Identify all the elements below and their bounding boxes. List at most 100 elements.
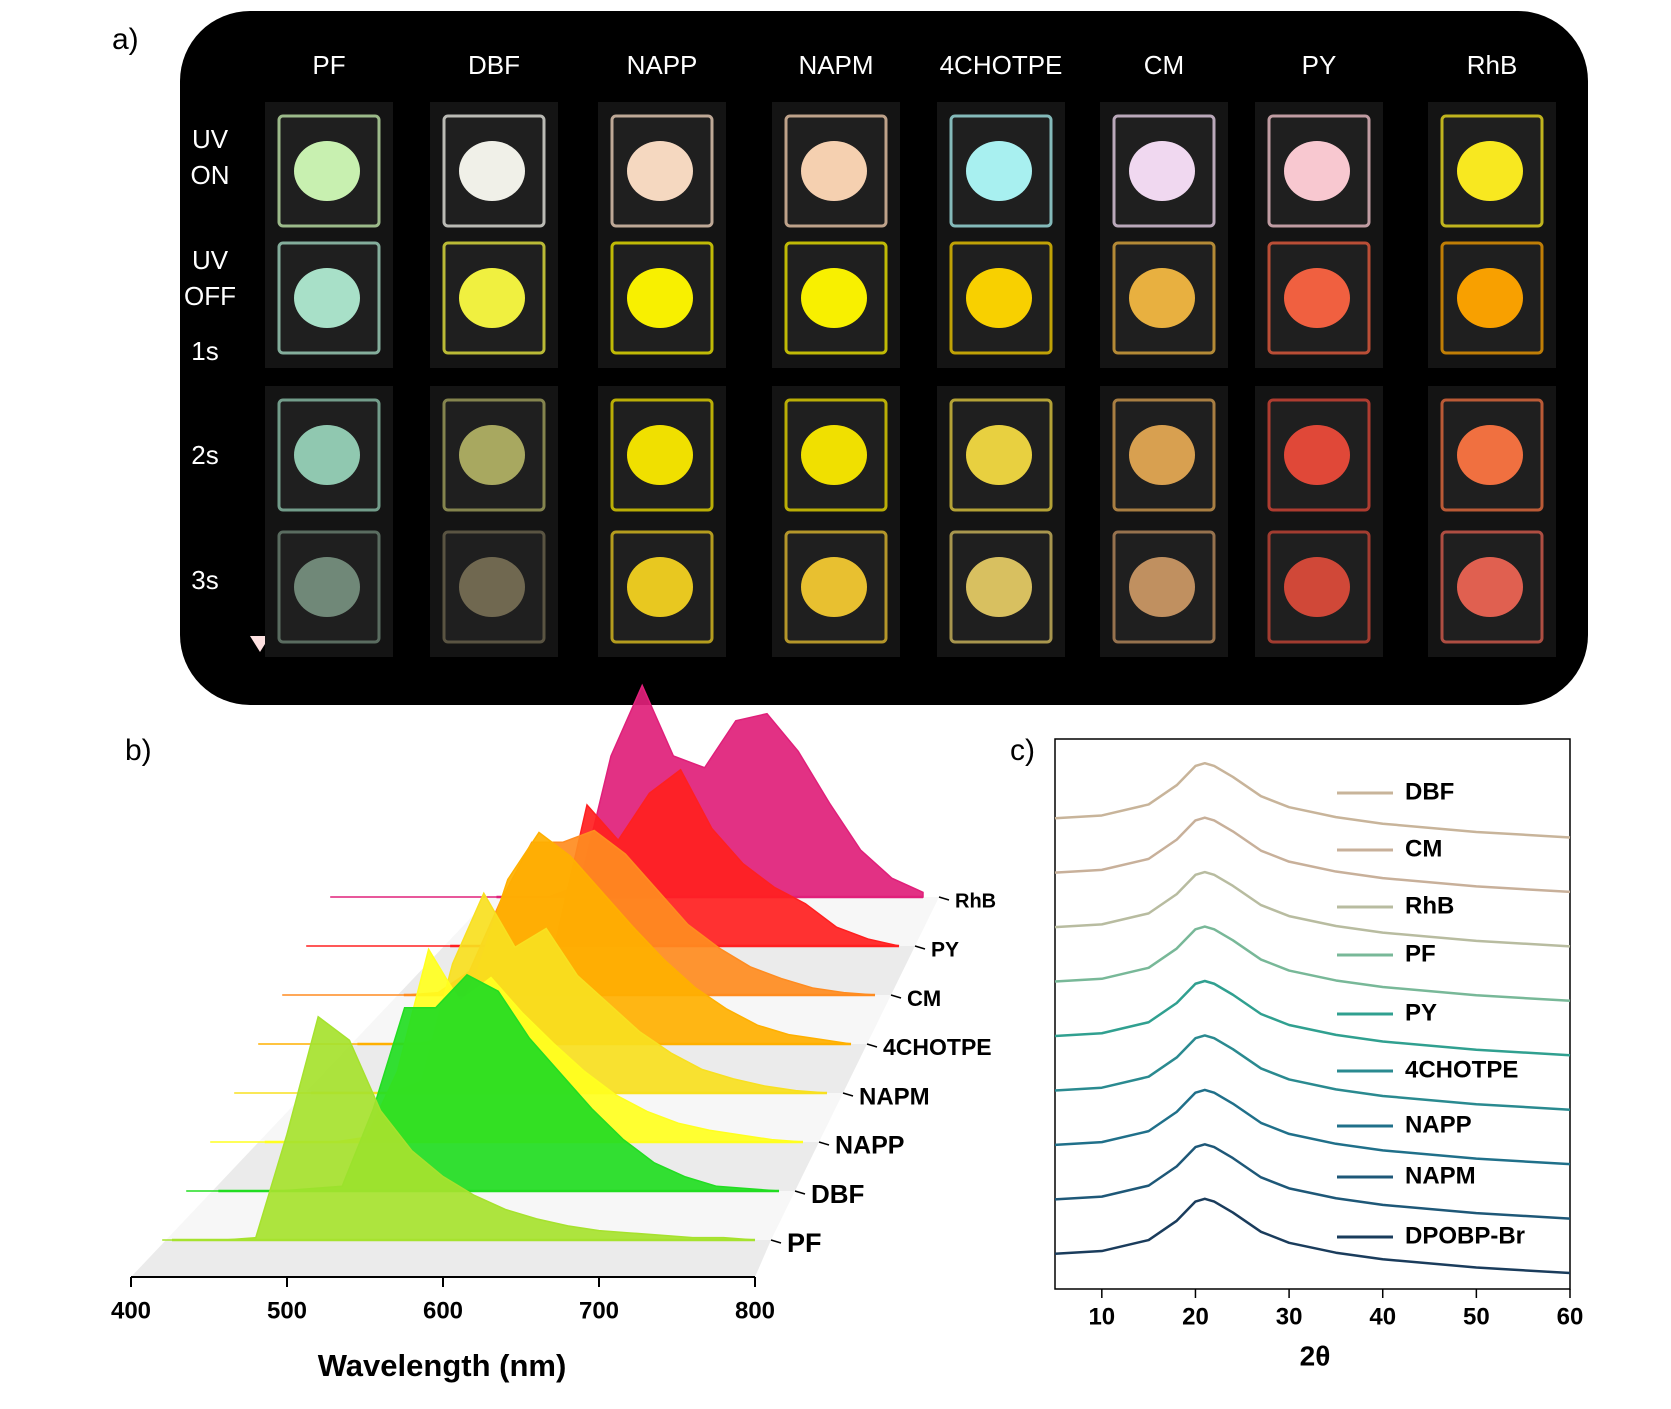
depth-tick (890, 994, 902, 999)
sample-spot (1457, 141, 1523, 201)
xrd-curve (1054, 1197, 1571, 1275)
row-label: UV (192, 245, 229, 275)
legend-label: CM (1405, 835, 1442, 862)
floor-band (131, 1240, 771, 1277)
sample-spot (627, 141, 693, 201)
sample-spot (1284, 557, 1350, 617)
sample-spot (1129, 141, 1195, 201)
sample-spot (801, 425, 867, 485)
x-tick-label: 60 (1557, 1303, 1584, 1330)
x-axis-title: Wavelength (nm) (318, 1348, 567, 1383)
xrd-curve (1054, 870, 1571, 948)
series-label: 4CHOTPE (883, 1034, 992, 1060)
legend-label: 4CHOTPE (1405, 1056, 1518, 1083)
sample-spot (459, 557, 525, 617)
xrd-curve (1054, 761, 1571, 839)
sample-spot (627, 557, 693, 617)
column-header: NAPP (627, 50, 698, 80)
sample-spot (966, 141, 1032, 201)
xrd-curve (1054, 1034, 1571, 1111)
row-label: ON (191, 160, 230, 190)
plot-frame (1054, 738, 1571, 1290)
x-tick-label: 50 (1463, 1303, 1490, 1330)
sample-spot (1284, 425, 1350, 485)
sample-spot (294, 268, 360, 328)
x-tick-label: 40 (1369, 1303, 1396, 1330)
series-label: PY (931, 939, 959, 962)
series-label: CM (907, 986, 941, 1011)
x-tick-label: 10 (1088, 1303, 1115, 1330)
x-tick-label: 500 (267, 1297, 307, 1324)
row-label: UV (192, 124, 229, 154)
legend-label: NAPM (1405, 1162, 1476, 1189)
column-header: DBF (468, 50, 520, 80)
legend-label: PY (1405, 999, 1437, 1026)
depth-tick (770, 1239, 782, 1244)
sample-spot (966, 425, 1032, 485)
x-tick-label: 30 (1276, 1303, 1303, 1330)
x-axis-title: 2θ (1300, 1340, 1331, 1371)
sample-spot (1129, 425, 1195, 485)
x-tick-label: 600 (423, 1297, 463, 1324)
sample-spot (966, 557, 1032, 617)
legend-label: PF (1405, 940, 1436, 967)
x-tick-label: 800 (735, 1297, 775, 1324)
sample-spot (294, 141, 360, 201)
series-label: DBF (811, 1179, 864, 1209)
depth-tick (914, 945, 926, 950)
x-tick-label: 700 (579, 1297, 619, 1324)
sample-spot (459, 141, 525, 201)
sample-spot (294, 557, 360, 617)
series-label: RhB (955, 890, 996, 912)
column-header: CM (1144, 50, 1184, 80)
x-tick-label: 20 (1182, 1303, 1209, 1330)
panel-label: a) (112, 23, 139, 56)
sample-spot (294, 425, 360, 485)
xrd-curve (1054, 1088, 1571, 1166)
legend-label: RhB (1405, 892, 1454, 919)
xrd-curve (1054, 816, 1571, 894)
column-header: NAPM (798, 50, 873, 80)
sample-spot (966, 268, 1032, 328)
series-label: NAPM (859, 1083, 930, 1110)
legend-label: NAPP (1405, 1111, 1472, 1138)
series-label: NAPP (835, 1132, 904, 1160)
row-label: 3s (191, 565, 218, 595)
column-header: RhB (1467, 50, 1518, 80)
spectrum-area (162, 1015, 756, 1241)
x-tick-label: 400 (111, 1297, 151, 1324)
sample-spot (1457, 425, 1523, 485)
column-header: 4CHOTPE (940, 50, 1063, 80)
sample-spot (627, 425, 693, 485)
sample-spot (801, 268, 867, 328)
depth-tick (938, 896, 950, 901)
row-label: 2s (191, 440, 218, 470)
series-label: PF (787, 1228, 822, 1258)
sample-spot (1457, 557, 1523, 617)
depth-tick (818, 1141, 830, 1146)
depth-tick (842, 1092, 854, 1097)
depth-tick (866, 1043, 878, 1048)
xrd-curve (1054, 925, 1571, 1003)
legend-label: DBF (1405, 778, 1454, 805)
sample-spot (1284, 141, 1350, 201)
legend-label: DPOBP-Br (1405, 1222, 1525, 1249)
sample-spot (1129, 268, 1195, 328)
column-header: PY (1302, 50, 1337, 80)
sample-spot (1457, 268, 1523, 328)
panel-label: c) (1010, 734, 1035, 767)
panel-label: b) (125, 734, 152, 767)
sample-spot (1129, 557, 1195, 617)
sample-spot (1284, 268, 1350, 328)
sample-spot (801, 141, 867, 201)
sample-spot (459, 268, 525, 328)
row-label: 1s (191, 336, 218, 366)
column-header: PF (312, 50, 345, 80)
xrd-curve (1054, 979, 1571, 1057)
row-label: OFF (184, 281, 236, 311)
spectrum-area (330, 683, 924, 898)
sample-spot (627, 268, 693, 328)
depth-tick (794, 1190, 806, 1195)
sample-spot (459, 425, 525, 485)
